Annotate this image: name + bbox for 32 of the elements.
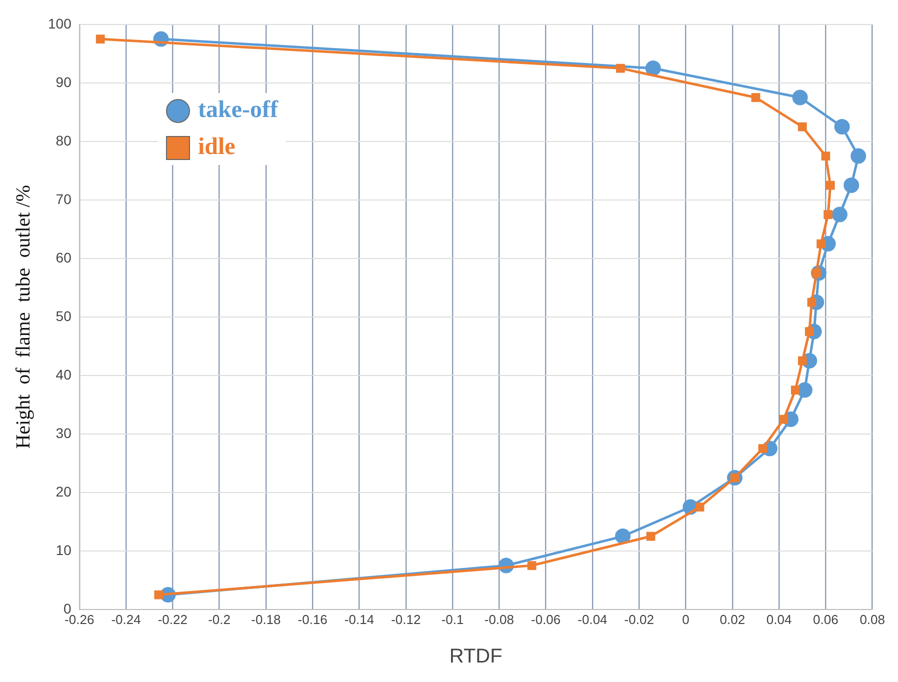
x-tick-label: -0.08	[484, 612, 514, 627]
x-tick-label: -0.02	[624, 612, 654, 627]
x-tick-label: 0	[682, 612, 690, 627]
y-tick-label: 60	[56, 249, 72, 266]
y-tick-label: 70	[56, 190, 72, 207]
y-tick-label: 0	[64, 600, 72, 616]
y-tick-label: 20	[56, 483, 72, 500]
y-tick-label: 90	[56, 74, 72, 90]
x-tick-label: 0.02	[720, 612, 746, 627]
x-tick-label: -0.22	[158, 612, 188, 627]
x-tick-label: -0.1	[441, 612, 464, 627]
y-tick-label: 100	[48, 15, 72, 32]
x-tick-label: -0.2	[208, 612, 230, 627]
y-tick-label: 30	[56, 424, 72, 441]
x-tick-label: -0.12	[391, 612, 421, 627]
y-tick-label: 80	[56, 132, 72, 148]
x-tick-label: -0.18	[251, 612, 281, 627]
x-axis-title: RTDF	[449, 646, 502, 668]
x-tick-label: 0.04	[766, 612, 792, 627]
x-tick-label: -0.14	[344, 612, 374, 627]
x-tick-label: -0.04	[578, 612, 608, 627]
x-tick-label: 0.06	[813, 612, 838, 627]
x-tick-label: -0.06	[531, 612, 561, 627]
x-tick-label: -0.24	[111, 612, 141, 627]
x-tick-label: -0.16	[298, 612, 328, 627]
y-tick-label: 10	[56, 542, 72, 558]
y-axis-title: Height of flame tube outlet /%	[12, 184, 34, 449]
legend-label: idle	[198, 134, 236, 161]
x-tick-label: 0.08	[860, 612, 886, 627]
legend-label: take-off	[198, 97, 278, 124]
y-tick-label: 50	[56, 308, 72, 324]
y-tick-label: 40	[56, 366, 72, 382]
